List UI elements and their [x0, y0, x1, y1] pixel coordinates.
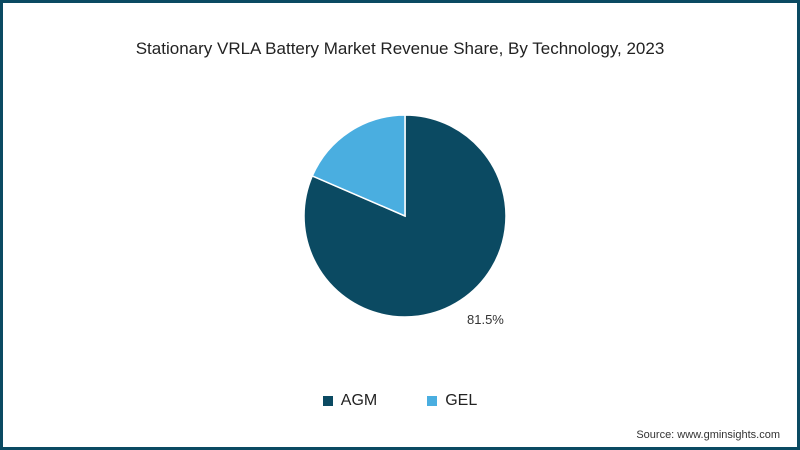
pie-chart: [303, 114, 507, 318]
legend: AGM GEL: [3, 392, 797, 410]
pie-slice-gel: [311, 114, 406, 218]
source-note: Source: www.gminsights.com: [636, 429, 780, 441]
gel-swatch-icon: [427, 396, 438, 406]
legend-item-gel: GEL: [427, 392, 477, 410]
legend-label-agm: AGM: [340, 392, 378, 409]
agm-data-label: 81.5%: [467, 312, 504, 327]
chart-title: Stationary VRLA Battery Market Revenue S…: [135, 39, 665, 58]
legend-item-agm: AGM: [322, 392, 378, 410]
agm-swatch-icon: [322, 396, 333, 406]
legend-label-gel: GEL: [445, 392, 478, 409]
